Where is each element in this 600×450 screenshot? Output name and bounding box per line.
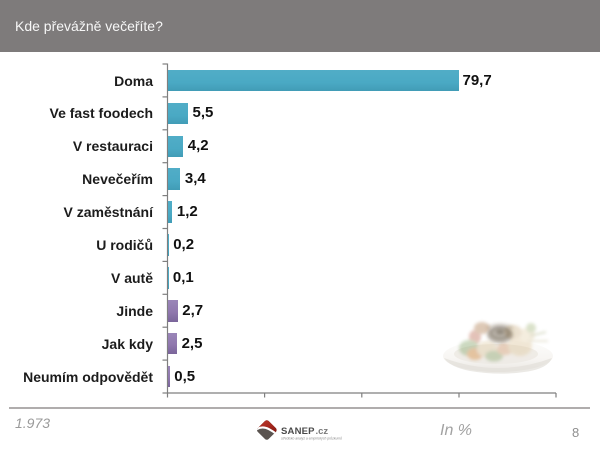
svg-text:SANEP: SANEP xyxy=(281,426,315,437)
svg-text:středisko analýz a empirických: středisko analýz a empirických průzkumů xyxy=(281,437,342,441)
svg-text:.cz: .cz xyxy=(316,426,329,437)
